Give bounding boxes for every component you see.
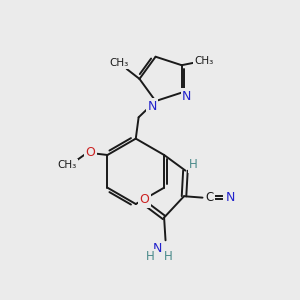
Text: N: N xyxy=(182,89,191,103)
Text: N: N xyxy=(153,242,162,255)
Text: O: O xyxy=(139,193,149,206)
Text: H: H xyxy=(164,250,173,263)
Text: CH₃: CH₃ xyxy=(57,160,77,170)
Text: H: H xyxy=(189,158,198,171)
Text: C: C xyxy=(205,190,214,204)
Text: CH₃: CH₃ xyxy=(195,56,214,66)
Text: O: O xyxy=(85,146,95,160)
Text: H: H xyxy=(146,250,154,263)
Text: CH₃: CH₃ xyxy=(109,58,128,68)
Text: N: N xyxy=(148,100,157,113)
Text: N: N xyxy=(226,191,235,204)
